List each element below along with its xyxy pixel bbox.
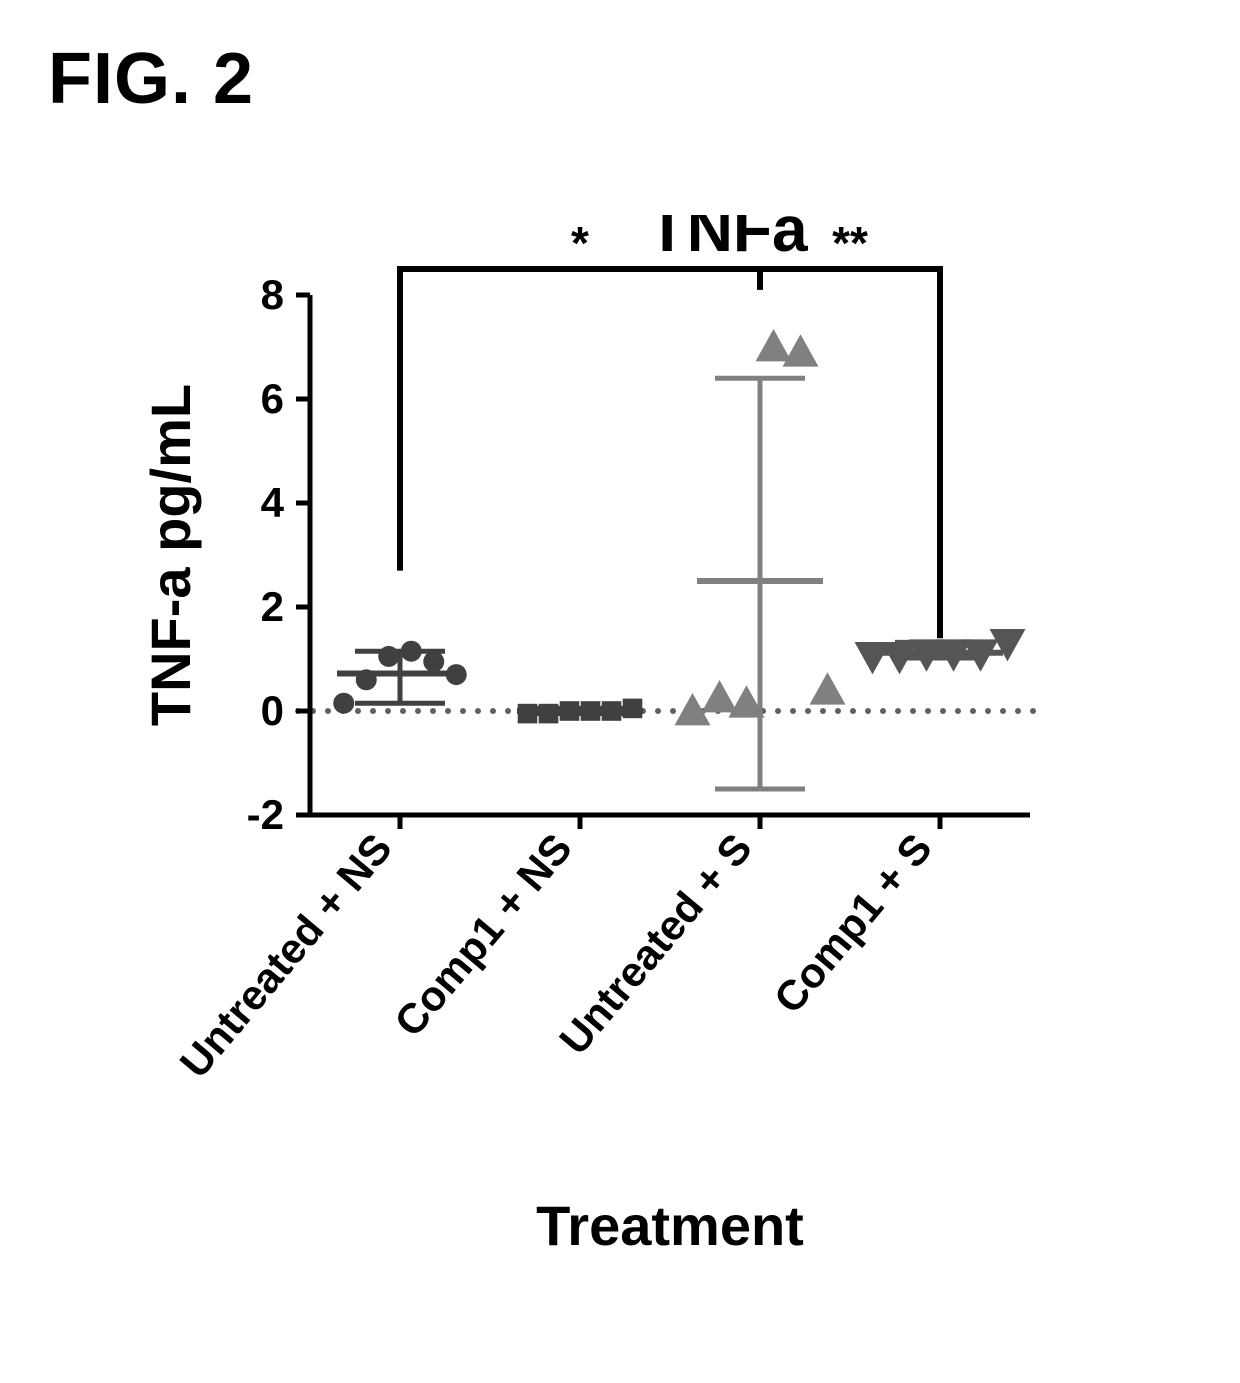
zero-line-dot: [475, 708, 481, 714]
data-point: [623, 699, 643, 719]
zero-line-dot: [1000, 708, 1006, 714]
x-tick-label-group: Comp1 + S: [765, 825, 941, 1022]
data-point: [602, 701, 622, 721]
zero-line-dot: [940, 708, 946, 714]
data-point: [756, 329, 792, 361]
x-tick-label-group: Untreated + S: [550, 825, 761, 1064]
data-point: [401, 641, 422, 662]
zero-line-dot: [325, 708, 331, 714]
zero-line-dot: [655, 708, 661, 714]
x-axis-label: Treatment: [536, 1194, 804, 1257]
zero-line-dot: [430, 708, 436, 714]
tnfa-chart: -2 0 2 4 6 8 Untreated + NSComp1 + NSUntreated…: [100, 215, 1150, 1325]
zero-line-dot: [505, 708, 511, 714]
zero-line-dot: [865, 708, 871, 714]
zero-line-dot: [445, 708, 451, 714]
data-point: [783, 334, 819, 366]
x-tick-label: Untreated + NS: [171, 825, 401, 1087]
y-tick-label: 8: [261, 271, 284, 318]
x-tick-label-group: Untreated + NS: [171, 825, 401, 1087]
figure-label: FIG. 2: [48, 38, 254, 120]
zero-line-dot: [820, 708, 826, 714]
zero-line-dot: [490, 708, 496, 714]
zero-line-dot: [985, 708, 991, 714]
zero-line-dot: [790, 708, 796, 714]
zero-line-dot: [1015, 708, 1021, 714]
y-tick-label: 2: [261, 583, 284, 630]
data-point: [446, 664, 467, 685]
zero-line-dot: [670, 708, 676, 714]
zero-line-dot: [460, 708, 466, 714]
data-point: [702, 680, 738, 712]
zero-line-dot: [835, 708, 841, 714]
x-tick-label-group: Comp1 + NS: [385, 825, 581, 1046]
significance-label: *: [571, 217, 589, 269]
zero-line-dot: [895, 708, 901, 714]
zero-line-dot: [955, 708, 961, 714]
y-axis-label: TNF-a pg/mL: [139, 384, 202, 726]
x-tick-label: Comp1 + S: [765, 825, 941, 1022]
zero-line-dot: [1030, 708, 1036, 714]
x-tick-label: Untreated + S: [550, 825, 761, 1064]
y-tick-label: 0: [261, 687, 284, 734]
data-point: [423, 651, 444, 672]
chart-title: TNFa: [648, 215, 808, 265]
data-point: [810, 672, 846, 704]
data-point: [518, 704, 538, 724]
x-tick-label: Comp1 + NS: [385, 825, 581, 1046]
significance-label: **: [832, 217, 868, 269]
y-tick-label: 4: [261, 479, 285, 526]
zero-line-dot: [925, 708, 931, 714]
zero-line-dot: [880, 708, 886, 714]
zero-line-dot: [910, 708, 916, 714]
data-point: [560, 701, 580, 721]
data-point: [378, 646, 399, 667]
zero-line-dot: [805, 708, 811, 714]
y-tick-label: 6: [261, 375, 284, 422]
zero-line-dot: [415, 708, 421, 714]
zero-line-dot: [400, 708, 406, 714]
page: FIG. 2 -2 0 2 4 6 8 Untreated + NSComp1 + NSUn…: [0, 0, 1240, 1383]
zero-line-dot: [775, 708, 781, 714]
y-tick-label: -2: [247, 791, 284, 838]
zero-line-dot: [850, 708, 856, 714]
chart-container: -2 0 2 4 6 8 Untreated + NSComp1 + NSUntreated…: [100, 215, 1150, 1325]
zero-line-dot: [385, 708, 391, 714]
zero-line-dot: [970, 708, 976, 714]
data-point: [356, 669, 377, 690]
data-point: [581, 701, 601, 721]
data-point: [539, 704, 559, 724]
zero-line-dot: [370, 708, 376, 714]
data-point: [333, 693, 354, 714]
significance-bracket: [400, 269, 760, 571]
zero-line-dot: [355, 708, 361, 714]
